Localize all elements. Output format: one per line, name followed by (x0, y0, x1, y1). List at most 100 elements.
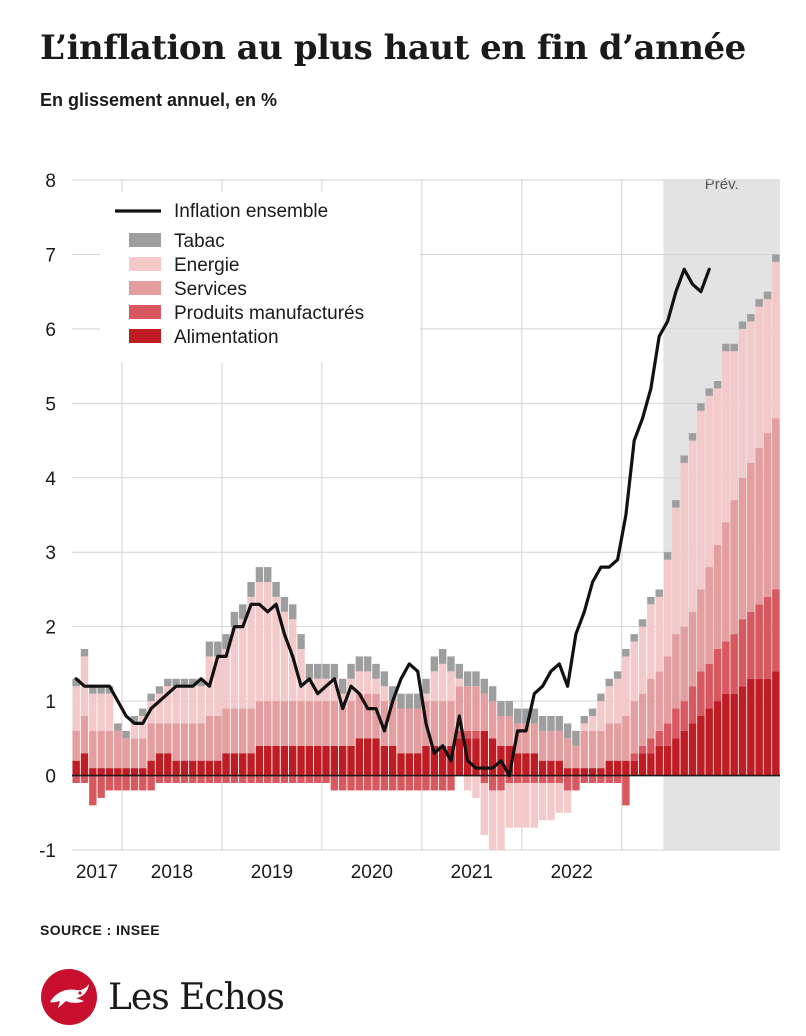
x-year-label: 2021 (451, 862, 493, 883)
bar-segment-services (280, 701, 289, 746)
bar-segment-produits-manufactur-s (513, 775, 522, 783)
y-tick-label: 5 (45, 394, 56, 415)
bar-segment-energie (705, 395, 713, 568)
bar-segment-tabac (505, 701, 514, 716)
y-tick-label: 7 (45, 245, 56, 266)
bar-segment-produits-manufactur-s (455, 730, 464, 739)
bar-segment-energie (738, 328, 747, 478)
bar-segment-energie (455, 678, 464, 687)
legend-label-services: Services (174, 279, 247, 300)
bar-segment-produits-manufactur-s (480, 775, 489, 783)
bar-segment-tabac (197, 678, 205, 687)
bar-segment-alimentation (239, 753, 247, 776)
bar-segment-alimentation (322, 745, 330, 776)
bar-segment-produits-manufactur-s (688, 686, 697, 724)
bar-segment-tabac (405, 693, 414, 709)
bar-segment-alimentation (72, 760, 80, 776)
y-tick-label: 8 (45, 171, 56, 192)
bar-segment-alimentation (189, 760, 197, 776)
bar-segment-produits-manufactur-s (189, 775, 197, 783)
bar-segment-services (763, 433, 772, 597)
bar-segment-produits-manufactur-s (164, 775, 172, 783)
bar-segment-alimentation (488, 738, 497, 776)
bar-segment-tabac (397, 693, 405, 709)
bar-segment-services (613, 723, 622, 761)
bar-segment-tabac (738, 321, 747, 329)
bar-segment-energie (363, 671, 372, 694)
bar-segment-alimentation (713, 701, 722, 776)
bar-segment-produits-manufactur-s (380, 775, 389, 791)
bar-segment-energie (630, 641, 638, 702)
x-year-label: 2019 (251, 862, 293, 883)
bar-segment-alimentation (105, 768, 114, 776)
bar-segment-services (322, 701, 330, 746)
bar-segment-energie (139, 716, 147, 739)
bar-segment-tabac (430, 656, 439, 672)
bar-segment-services (122, 738, 130, 769)
bar-segment-produits-manufactur-s (247, 775, 255, 783)
bar-segment-services (413, 708, 422, 754)
bar-segment-alimentation (680, 730, 688, 776)
bar-segment-alimentation (247, 753, 255, 776)
bar-segment-tabac (672, 500, 680, 508)
bar-segment-alimentation (180, 760, 189, 776)
chart-subtitle: En glissement annuel, en % (40, 90, 278, 110)
bar-segment-produits-manufactur-s (147, 775, 155, 791)
bar-segment-tabac (289, 604, 297, 620)
bar-segment-services (638, 693, 647, 746)
bar-segment-alimentation (472, 738, 480, 776)
bar-segment-energie (563, 790, 572, 813)
bar-segment-alimentation (114, 768, 122, 776)
x-year-label: 2022 (551, 862, 593, 883)
bar-segment-energie (105, 693, 114, 731)
bar-segment-tabac (463, 671, 472, 687)
bar-segment-produits-manufactur-s (488, 775, 497, 791)
bar-segment-energie (147, 701, 155, 724)
bar-segment-produits-manufactur-s (114, 775, 122, 791)
bar-segment-produits-manufactur-s (647, 738, 655, 754)
bar-segment-produits-manufactur-s (264, 775, 272, 783)
bar-segment-produits-manufactur-s (638, 745, 647, 754)
bar-segment-produits-manufactur-s (538, 775, 547, 783)
bar-segment-services (222, 708, 230, 754)
bar-segment-alimentation (139, 768, 147, 776)
bar-segment-energie (322, 678, 330, 702)
y-tick-label: 3 (45, 543, 56, 564)
bar-segment-tabac (314, 663, 322, 679)
bar-segment-services (563, 738, 572, 769)
bar-segment-services (355, 693, 364, 739)
bar-segment-produits-manufactur-s (588, 775, 597, 783)
legend-swatch-produits-manufactures (129, 305, 161, 319)
bar-segment-alimentation (355, 738, 364, 776)
bar-segment-alimentation (305, 745, 314, 776)
bar-segment-alimentation (572, 768, 580, 776)
bar-segment-tabac (264, 567, 272, 582)
bar-segment-energie (330, 678, 339, 702)
bar-segment-tabac (522, 708, 530, 724)
bar-segment-alimentation (314, 745, 322, 776)
bar-segment-alimentation (80, 753, 89, 776)
bar-segment-tabac (513, 708, 522, 724)
legend-swatch-energie (129, 257, 161, 271)
bar-segment-services (130, 738, 139, 769)
bar-segment-alimentation (563, 768, 572, 776)
bar-segment-services (180, 723, 189, 761)
bar-segment-produits-manufactur-s (555, 775, 563, 783)
bar-segment-tabac (438, 649, 447, 664)
bar-segment-energie (530, 783, 538, 828)
bar-segment-services (755, 448, 763, 605)
bar-segment-services (155, 723, 164, 754)
bar-segment-services (647, 678, 655, 739)
bar-segment-services (147, 723, 155, 761)
bar-segment-produits-manufactur-s (605, 775, 613, 783)
bar-segment-alimentation (747, 678, 755, 776)
bar-segment-services (705, 567, 713, 664)
bar-segment-alimentation (755, 678, 763, 776)
bar-segment-produits-manufactur-s (505, 775, 514, 783)
bar-segment-produits-manufactur-s (722, 641, 730, 694)
bar-segment-produits-manufactur-s (672, 708, 680, 739)
bar-segment-produits-manufactur-s (172, 775, 180, 783)
bar-segment-produits-manufactur-s (472, 730, 480, 739)
bar-segment-services (330, 701, 339, 746)
bar-segment-tabac (472, 671, 480, 687)
